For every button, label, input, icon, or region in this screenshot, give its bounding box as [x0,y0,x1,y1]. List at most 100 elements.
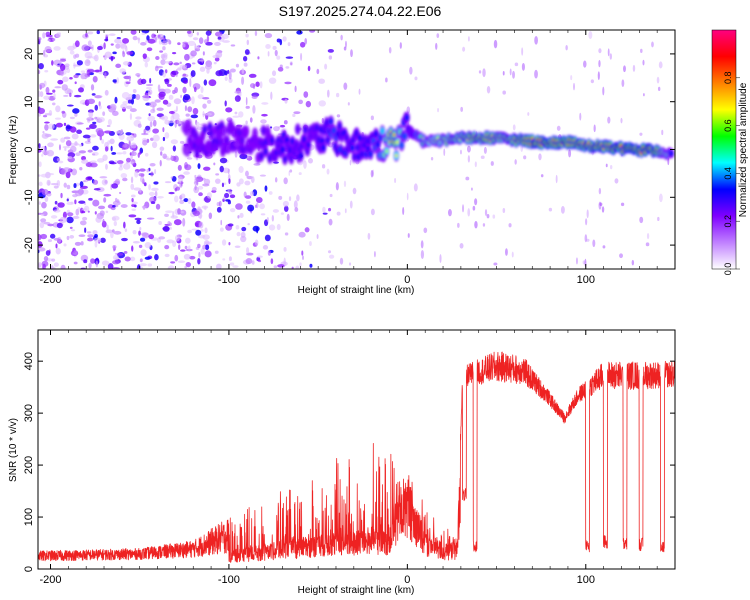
spectrogram-noise-blob [60,192,63,199]
spectrogram-noise-blob [40,173,48,178]
spectrogram-streak [201,57,204,64]
spectrogram-streak [639,216,644,224]
spectrogram-noise-blob [46,179,51,186]
spectrogram-noise-blob [42,130,45,134]
spectrogram-noise-blob [253,163,261,166]
spectrogram-noise-blob [125,132,132,136]
spectrogram-noise-blob [124,228,128,232]
spectrogram-noise-blob [144,152,149,157]
spectrogram-ridge-mid [373,130,379,138]
spectrogram-noise-blob [219,165,224,173]
spectrogram-noise-blob [69,116,75,120]
spectrogram-noise-blob [165,210,173,214]
spectrogram-noise-blob [86,60,91,64]
spectrogram-noise-blob [162,225,170,232]
spectrogram-noise-blob [64,147,67,151]
spectrogram-noise-blob [173,98,182,105]
spectrogram-noise-blob [284,98,288,104]
spectrogram-noise-blob [80,241,84,246]
spectrogram-noise-blob [327,48,334,53]
spectrogram-noise-blob [186,157,193,160]
spectrogram-noise-blob [80,75,86,80]
spectrogram-noise-blob [43,221,51,225]
spectrogram-noise-blob [109,138,115,145]
spectrogram-noise-blob [110,145,113,152]
spectrogram-noise-blob [91,44,94,51]
spectrogram-noise-blob [182,73,187,77]
spectrogram-streak [241,76,245,85]
spectrogram-noise-blob [170,261,176,264]
spectrogram-noise-layer [38,30,670,269]
spectrogram-noise-blob [205,112,212,116]
spectrogram-noise-blob [142,53,147,59]
spectrogram-noise-blob [94,94,103,99]
spectrogram-noise-blob [75,53,80,58]
spectrogram-streak [180,94,182,99]
spectrogram-noise-blob [112,217,117,222]
spectrogram-noise-blob [152,104,155,112]
spectrogram-noise-blob [59,60,62,66]
spectrogram-streak [370,169,374,178]
spectrogram-noise-blob [255,81,260,87]
spectrogram-ridge-mid [259,152,264,160]
spectrogram-noise-blob [63,243,67,247]
spectrogram-streak [467,36,470,42]
spectrogram-streak [407,233,410,238]
spectrogram-noise-blob [116,252,124,256]
spectrogram-noise-blob [196,32,199,36]
spectrogram-noise-blob [38,234,42,241]
spectrogram-noise-blob [268,77,277,84]
spectrogram-noise-blob [84,51,93,59]
spectrogram-noise-blob [144,61,149,68]
spectrogram-noise-blob [150,171,154,177]
spectrogram-noise-blob [46,149,55,157]
spectrogram-noise-blob [69,50,75,55]
spectrogram-noise-blob [269,126,273,129]
spectrogram-noise-blob [247,222,250,226]
spectrogram-noise-blob [97,45,103,51]
spectrogram-ridge-mid [324,119,329,127]
spectrogram-noise-blob [58,144,61,151]
spectrogram-noise-blob [92,56,98,60]
spectrogram-noise-blob [43,255,49,262]
spectrogram-streak [585,238,590,242]
spectrogram-noise-blob [160,115,169,121]
spectrogram-noise-blob [51,102,56,106]
spectrogram-noise-blob [73,74,79,79]
spectrogram-noise-blob [130,194,136,198]
spectrogram-streak [388,46,392,54]
spectrogram-noise-blob [53,262,59,267]
spectrogram-streak [374,251,376,258]
spectrogram-streak [177,117,181,127]
spectrogram-noise-blob [168,94,174,100]
spectrogram-noise-blob [167,265,175,269]
spectrogram-noise-blob [243,62,248,67]
spectrogram-noise-blob [104,89,109,96]
spectrogram-noise-blob [113,220,118,227]
spectrogram-ridge-mid [328,117,334,125]
snr-plot-area [38,330,675,569]
spectrogram-ridge-mid [237,129,243,137]
spectrogram-streak [607,48,610,57]
spectrogram-noise-blob [214,41,221,46]
spectrogram-noise-blob [168,191,175,195]
spectrogram-streak [598,59,601,68]
spectrogram-streak [502,71,505,76]
spectrogram-noise-blob [90,84,95,91]
spectrogram-noise-blob [87,210,90,213]
spectrogram-streak [534,35,538,45]
spectrogram-noise-blob [146,168,150,173]
spectrogram-ridge-mid [321,144,326,152]
spectrogram-noise-blob [309,263,313,268]
spectrogram-noise-blob [92,145,99,151]
spectrogram-noise-blob [38,262,42,268]
snr-y-label: SNR (10 * v/v) [8,418,19,482]
spectrogram-noise-blob [119,163,123,168]
spectrogram-streak [303,160,307,169]
spectrogram-noise-blob [217,36,222,40]
spectrogram-streak [661,129,664,136]
spectrogram-noise-blob [229,262,235,266]
spectrogram-noise-blob [112,260,120,265]
spectrogram-streak [343,82,348,90]
spectrogram-noise-blob [41,201,47,209]
